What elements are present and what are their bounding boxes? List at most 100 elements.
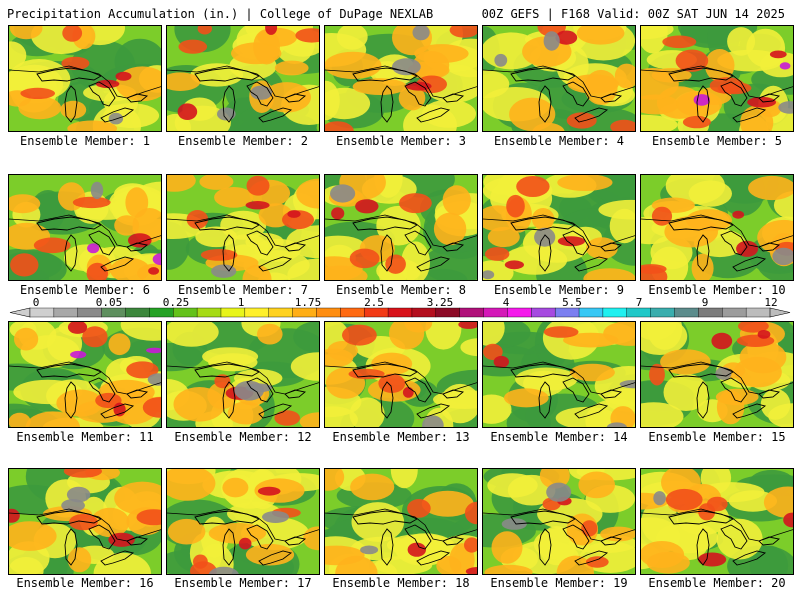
great-lake-outline (732, 403, 767, 419)
colorbar-swatch (578, 307, 604, 318)
great-lake-outline (284, 389, 307, 399)
ensemble-member-label: Ensemble Member: 3 (335, 134, 467, 148)
ensemble-member-map-17 (166, 468, 320, 575)
colorbar-swatch (602, 307, 628, 318)
great-lake-outline (442, 93, 465, 103)
great-lake-outline (194, 363, 261, 378)
ensemble-member-map-3 (324, 25, 478, 132)
precipitation-field (641, 175, 793, 280)
great-lake-outline (284, 242, 307, 252)
ensemble-member-map-5 (640, 25, 794, 132)
ensemble-member-map-15 (640, 321, 794, 428)
great-lake-outline (64, 234, 78, 272)
model-run-info: 00Z GEFS | F168 Valid: 00Z SAT JUN 14 20… (481, 7, 785, 21)
colorbar-tick-label: 9 (702, 296, 709, 309)
colorbar-tick-label: 3.25 (427, 296, 454, 309)
ensemble-member-label: Ensemble Member: 11 (16, 430, 154, 444)
colorbar-tick-label: 0 (33, 296, 40, 309)
great-lake-outline (380, 381, 394, 419)
colorbar-swatch (531, 307, 556, 318)
great-lake-outline (732, 256, 767, 272)
great-lake-outline (562, 377, 590, 403)
ensemble-member-map-2 (166, 25, 320, 132)
great-lake-outline (416, 550, 451, 566)
precipitation-field (9, 322, 161, 427)
precipitation-field (167, 175, 319, 280)
great-lake-outline (720, 524, 748, 550)
ensemble-member-map-19 (482, 468, 636, 575)
colorbar-swatch (459, 307, 484, 318)
great-lake-outline (36, 67, 103, 82)
great-lake-outline (246, 524, 274, 550)
ensemble-member-label: Ensemble Member: 12 (174, 430, 312, 444)
colorbar-swatch (363, 307, 389, 318)
ensemble-member-label: Ensemble Member: 7 (177, 283, 309, 297)
ensemble-member-map-7 (166, 174, 320, 281)
great-lake-outline (380, 234, 394, 272)
colorbar-swatch (149, 307, 174, 318)
great-lake-outline (194, 67, 261, 82)
colorbar-swatch (53, 307, 79, 318)
great-lake-outline (758, 93, 781, 103)
ensemble-member-map-4 (482, 25, 636, 132)
great-lake-outline (194, 216, 261, 231)
colorbar-swatch (411, 307, 437, 318)
colorbar-swatch (698, 307, 723, 318)
ensemble-member-label: Ensemble Member: 13 (332, 430, 470, 444)
great-lake-outline (720, 377, 748, 403)
great-lake-outline (538, 234, 552, 272)
great-lake-outline (562, 81, 590, 107)
colorbar-tick-label: 1 (238, 296, 245, 309)
colorbar-tick-label: 0.25 (163, 296, 190, 309)
ensemble-member-label: Ensemble Member: 2 (177, 134, 309, 148)
ensemble-member-label: Ensemble Member: 18 (332, 576, 470, 590)
great-lake-outline (222, 234, 236, 272)
colorbar-swatch (125, 307, 150, 318)
great-lake-outline (416, 256, 451, 272)
ensemble-member-map-20 (640, 468, 794, 575)
great-lake-outline (696, 234, 710, 272)
great-lake-outline (696, 85, 710, 123)
ensemble-member-label: Ensemble Member: 6 (19, 283, 151, 297)
great-lake-outline (126, 536, 149, 546)
colorbar-swatch (554, 307, 580, 318)
great-lake-outline (222, 85, 236, 123)
great-lake-outline (64, 528, 78, 566)
great-lake-outline (404, 377, 432, 403)
great-lake-outline (352, 510, 419, 525)
colorbar-tick-label: 7 (636, 296, 643, 309)
precipitation-field (325, 469, 477, 574)
precipitation-field (325, 175, 477, 280)
great-lake-outline (284, 93, 307, 103)
great-lake-outline (258, 550, 293, 566)
ensemble-member-map-18 (324, 468, 478, 575)
great-lake-outline (194, 510, 261, 525)
colorbar-tick-label: 5.5 (562, 296, 582, 309)
great-lake-outline (416, 403, 451, 419)
colorbar-swatch (173, 307, 198, 318)
colorbar-swatch (316, 307, 341, 318)
ensemble-member-map-1 (8, 25, 162, 132)
great-lake-outline (36, 363, 103, 378)
colorbar-swatch (745, 307, 771, 318)
precipitation-colorbar: 0 0.05 0.25 1 1.75 2.5 3.25 4 5.5 7 9 12 (9, 296, 791, 318)
great-lake-outline (100, 107, 135, 123)
ensemble-member-label: Ensemble Member: 8 (335, 283, 467, 297)
great-lake-outline (258, 107, 293, 123)
ensemble-member-map-14 (482, 321, 636, 428)
colorbar-tick-label: 12 (764, 296, 777, 309)
great-lake-outline (720, 230, 748, 256)
great-lake-outline (600, 389, 623, 399)
great-lake-outline (758, 536, 781, 546)
great-lake-outline (562, 230, 590, 256)
colorbar-swatch (196, 307, 222, 318)
ensemble-member-map-16 (8, 468, 162, 575)
great-lake-outline (416, 107, 451, 123)
great-lake-outline (380, 85, 394, 123)
colorbar-swatch (244, 307, 270, 318)
precipitation-field (9, 469, 161, 574)
great-lake-outline (100, 550, 135, 566)
great-lake-outline (404, 81, 432, 107)
great-lake-outline (510, 216, 577, 231)
ensemble-member-map-6 (8, 174, 162, 281)
